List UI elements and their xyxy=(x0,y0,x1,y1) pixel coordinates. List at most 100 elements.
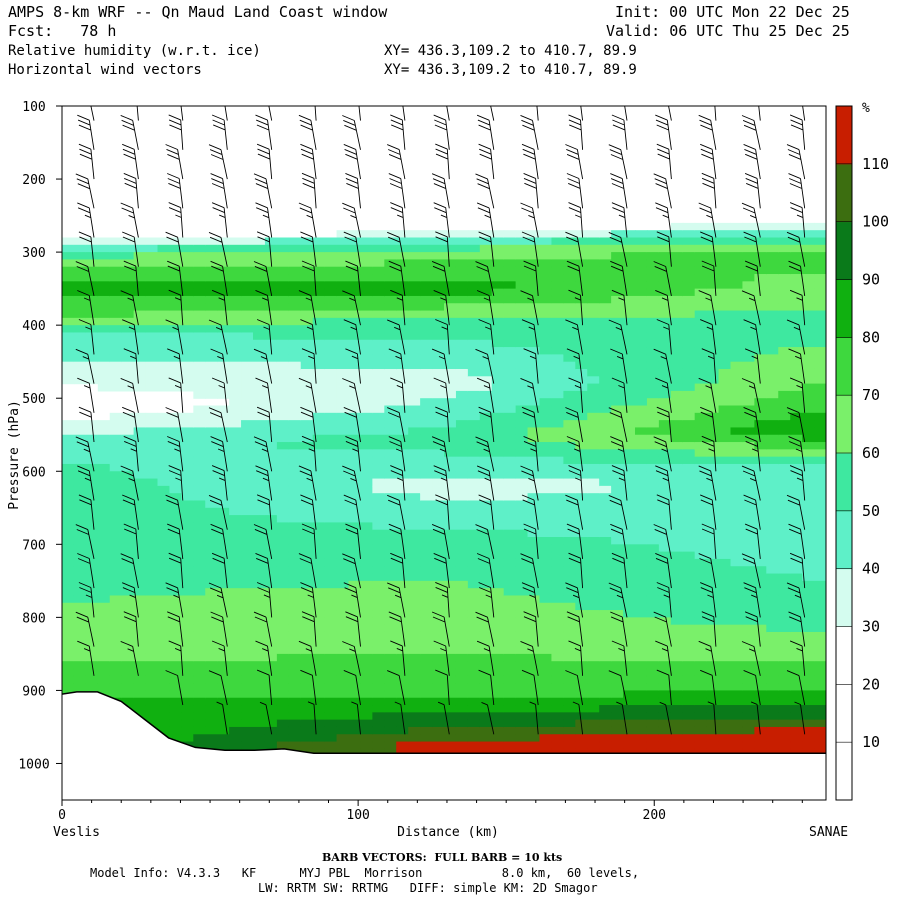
rh-cell xyxy=(455,617,469,626)
rh-cell xyxy=(694,310,708,319)
rh-cell xyxy=(742,661,755,670)
terrain xyxy=(62,691,826,800)
rh-cell xyxy=(670,507,684,516)
rh-cell xyxy=(312,376,326,385)
rh-cell xyxy=(408,310,421,319)
rh-cell xyxy=(300,675,314,684)
rh-cell xyxy=(62,653,75,662)
rh-cell xyxy=(563,471,576,480)
rh-cell xyxy=(145,690,159,699)
rh-cell xyxy=(336,471,350,480)
rh-cell xyxy=(444,668,457,677)
rh-cell xyxy=(205,493,218,502)
rh-cell xyxy=(205,442,218,450)
rh-cell xyxy=(312,646,326,655)
rh-cell xyxy=(670,332,684,341)
wind-barb xyxy=(167,173,184,209)
rh-cell xyxy=(515,500,529,509)
rh-cell xyxy=(241,595,254,604)
rh-cell xyxy=(635,588,648,597)
rh-cell xyxy=(288,259,302,268)
rh-cell xyxy=(324,288,338,297)
rh-cell xyxy=(539,376,553,385)
rh-cell xyxy=(527,515,541,523)
rh-cell xyxy=(718,734,732,743)
rh-cell xyxy=(778,515,791,523)
rh-cell xyxy=(694,741,708,750)
rh-cell xyxy=(205,734,218,743)
rh-cell xyxy=(646,595,660,604)
rh-cell xyxy=(145,697,159,706)
rh-cell xyxy=(229,690,242,699)
rh-cell xyxy=(455,675,469,684)
rh-cell xyxy=(658,690,672,699)
rh-cell xyxy=(539,653,553,662)
rh-cell xyxy=(312,471,326,480)
rh-cell xyxy=(503,310,517,319)
rh-cell xyxy=(264,683,278,692)
rh-cell xyxy=(444,485,457,494)
rh-cell xyxy=(169,288,182,297)
rh-cell xyxy=(646,690,660,699)
rh-cell xyxy=(145,376,159,385)
rh-cell xyxy=(766,339,779,348)
rh-cell xyxy=(73,281,87,290)
rh-cell xyxy=(551,653,564,662)
rh-cell xyxy=(444,398,457,407)
rh-cell xyxy=(479,252,493,261)
rh-cell xyxy=(706,515,720,523)
rh-cell xyxy=(551,683,564,692)
rh-cell xyxy=(742,288,755,297)
rh-cell xyxy=(300,463,314,472)
rh-cell xyxy=(730,222,744,231)
rh-cell xyxy=(193,515,206,523)
rh-cell xyxy=(754,398,767,407)
rh-cell xyxy=(205,705,218,713)
rh-cell xyxy=(145,383,159,392)
rh-cell xyxy=(300,471,314,480)
rh-cell xyxy=(360,252,373,261)
rh-cell xyxy=(229,266,242,275)
rh-cell xyxy=(169,383,182,392)
rh-cell xyxy=(682,442,696,450)
rh-cell xyxy=(157,515,171,523)
rh-cell xyxy=(527,697,541,706)
rh-cell xyxy=(503,405,517,414)
rh-cell xyxy=(372,478,385,487)
rh-cell xyxy=(396,595,409,604)
rh-cell xyxy=(145,653,159,662)
rh-cell xyxy=(312,537,326,545)
rh-cell xyxy=(276,252,290,261)
rh-cell xyxy=(670,361,684,370)
rh-cell xyxy=(766,719,779,728)
rh-cell xyxy=(348,361,362,370)
rh-cell xyxy=(73,237,87,246)
rh-cell xyxy=(109,347,123,355)
rh-cell xyxy=(455,456,469,465)
rh-cell xyxy=(491,507,505,516)
rh-cell xyxy=(694,303,708,312)
rh-cell xyxy=(169,500,182,509)
rh-cell xyxy=(718,646,732,655)
rh-cell xyxy=(491,288,505,297)
rh-cell xyxy=(408,427,421,436)
rh-cell xyxy=(133,244,147,253)
rh-cell xyxy=(754,595,767,604)
rh-cell xyxy=(109,463,123,472)
rh-cell xyxy=(360,653,373,662)
rh-cell xyxy=(85,675,99,684)
rh-cell xyxy=(109,573,123,582)
rh-cell xyxy=(455,383,469,392)
rh-cell xyxy=(193,500,206,509)
rh-cell xyxy=(623,573,636,582)
rh-cell xyxy=(288,463,302,472)
rh-cell xyxy=(515,515,529,523)
rh-cell xyxy=(479,566,493,575)
rh-cell xyxy=(432,712,445,721)
rh-cell xyxy=(539,631,553,640)
rh-cell xyxy=(396,668,409,677)
rh-cell xyxy=(802,288,815,297)
rh-cell xyxy=(133,705,147,713)
rh-cell xyxy=(109,252,123,261)
rh-cell xyxy=(599,551,612,560)
